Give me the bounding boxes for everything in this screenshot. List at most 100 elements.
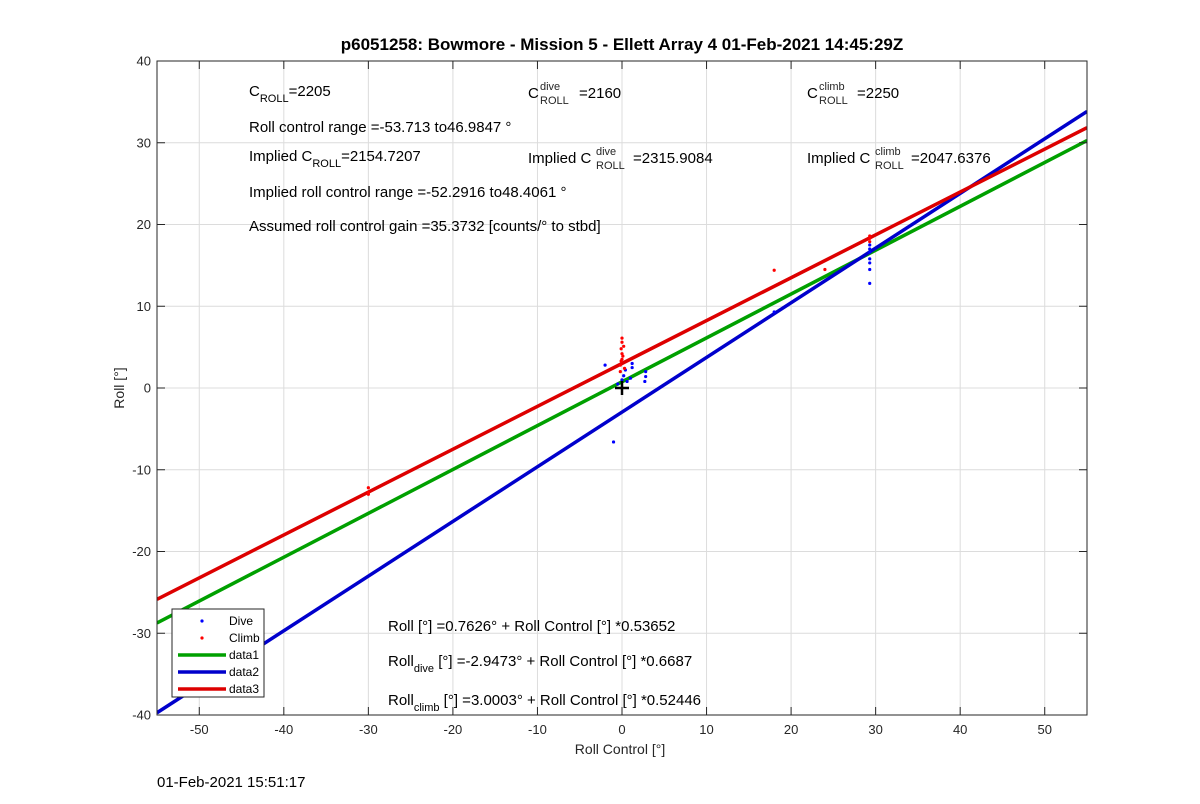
- svg-text:=2160: =2160: [579, 85, 621, 102]
- svg-text:ROLL: ROLL: [596, 160, 625, 172]
- climb-point: [366, 492, 370, 496]
- y-tick-label: -30: [132, 626, 151, 641]
- y-tick-label: 0: [144, 381, 151, 396]
- origin-marker: [615, 381, 629, 395]
- x-axis-label: Roll Control [°]: [575, 741, 665, 757]
- legend-climb-marker: [200, 636, 204, 640]
- svg-text:=2315.9084: =2315.9084: [633, 150, 713, 167]
- x-tick-label: 0: [618, 722, 625, 737]
- climb-point: [620, 352, 624, 356]
- climb-point: [868, 234, 872, 238]
- svg-text:Implied C: Implied C: [807, 150, 871, 167]
- climb-point: [618, 370, 622, 374]
- y-axis-ticks: -40 -30 -20 -10 0 10 20 30 40: [132, 54, 1087, 723]
- dive-point: [620, 378, 624, 382]
- legend-box: [171, 608, 265, 698]
- x-tick-label: -20: [444, 722, 463, 737]
- climb-point: [619, 347, 623, 351]
- annotation-implied-climb: Implied C climb ROLL =2047.6376: [807, 146, 991, 172]
- y-tick-label: 10: [137, 299, 151, 314]
- timestamp: 01-Feb-2021 15:51:17: [157, 774, 305, 791]
- dive-point: [625, 379, 629, 384]
- climb-point: [620, 336, 624, 340]
- x-axis-ticks: -50 -40 -30 -20 -10 0 10 20 30 40 50: [190, 61, 1052, 737]
- x-tick-label: 50: [1037, 722, 1051, 737]
- x-tick-label: -50: [190, 722, 209, 737]
- climb-point: [620, 340, 624, 344]
- svg-text:dive: dive: [540, 81, 560, 93]
- dive-point: [868, 257, 872, 261]
- y-tick-label: -40: [132, 708, 151, 723]
- annotation-fit-dive: Rolldive [°] =-2.9473° + Roll Control [°…: [388, 653, 692, 675]
- dive-point: [630, 365, 634, 370]
- svg-text:ROLL: ROLL: [875, 160, 904, 172]
- climb-point: [621, 354, 625, 358]
- y-tick-label: -20: [132, 544, 151, 559]
- dive-point: [616, 382, 620, 386]
- climb-point: [622, 366, 627, 370]
- dive-point: [643, 379, 647, 384]
- dive-point: [868, 250, 872, 254]
- annotation-range: Roll control range =-53.713 to46.9847 °: [249, 119, 511, 136]
- dive-point: [868, 261, 872, 265]
- climb-point: [868, 236, 872, 240]
- dive-point: [868, 281, 872, 285]
- annotation-implied-range: Implied roll control range =-52.2916 to4…: [249, 184, 566, 201]
- fit-line-data2: [157, 109, 1087, 715]
- dive-point: [644, 374, 648, 379]
- dive-point: [772, 310, 776, 314]
- climb-point: [366, 486, 370, 490]
- chart-title: p6051258: Bowmore - Mission 5 - Ellett A…: [341, 35, 904, 54]
- climb-point: [772, 268, 776, 272]
- legend-dive-marker: [200, 619, 204, 623]
- annotation-croll: CROLL=2205: [249, 83, 331, 105]
- annotation-croll-climb: C climb ROLL =2250: [807, 81, 899, 107]
- climb-point: [823, 267, 827, 272]
- svg-text:=2047.6376: =2047.6376: [911, 150, 991, 167]
- annotation-implied: Implied CROLL=2154.7207: [249, 148, 421, 170]
- dive-point: [868, 267, 872, 272]
- legend-data3-label: data3: [229, 682, 259, 696]
- data-points: [366, 234, 872, 496]
- climb-point: [618, 363, 622, 367]
- dive-point: [630, 361, 634, 366]
- climb-point: [868, 240, 872, 244]
- y-axis-label: Roll [°]: [111, 367, 127, 408]
- y-tick-label: 20: [137, 217, 151, 232]
- climb-point: [620, 357, 624, 361]
- dive-point: [611, 440, 616, 444]
- annotation-fit-climb: Rollclimb [°] =3.0003° + Roll Control [°…: [388, 692, 701, 714]
- climb-point: [622, 344, 626, 348]
- annotation-croll-dive: C dive ROLL =2160: [528, 81, 621, 107]
- legend-data2-label: data2: [229, 665, 259, 679]
- svg-text:C: C: [528, 85, 539, 102]
- y-tick-label: -10: [132, 462, 151, 477]
- annotation-fit-all: Roll [°] =0.7626° + Roll Control [°] *0.…: [388, 618, 675, 635]
- annotation-gain: Assumed roll control gain =35.3732 [coun…: [249, 218, 601, 235]
- x-tick-label: 40: [953, 722, 967, 737]
- y-tick-label: 30: [137, 135, 151, 150]
- dive-point: [603, 363, 607, 367]
- x-tick-label: 20: [784, 722, 798, 737]
- dive-point: [868, 243, 872, 247]
- x-tick-label: 10: [699, 722, 713, 737]
- x-tick-label: -40: [274, 722, 293, 737]
- dive-point: [868, 247, 872, 251]
- svg-text:ROLL: ROLL: [540, 95, 569, 107]
- svg-text:climb: climb: [819, 81, 845, 93]
- svg-text:dive: dive: [596, 146, 616, 158]
- x-tick-label: 30: [868, 722, 882, 737]
- fit-line-data3: [157, 126, 1087, 601]
- x-tick-label: -10: [528, 722, 547, 737]
- svg-text:C: C: [807, 85, 818, 102]
- dive-point: [622, 374, 626, 378]
- dive-point: [644, 370, 648, 374]
- y-tick-label: 40: [137, 54, 151, 69]
- x-tick-label: -30: [359, 722, 378, 737]
- svg-text:=2250: =2250: [857, 85, 899, 102]
- dive-point: [628, 376, 633, 380]
- svg-text:climb: climb: [875, 146, 901, 158]
- svg-text:Implied C: Implied C: [528, 150, 592, 167]
- svg-text:ROLL: ROLL: [819, 95, 848, 107]
